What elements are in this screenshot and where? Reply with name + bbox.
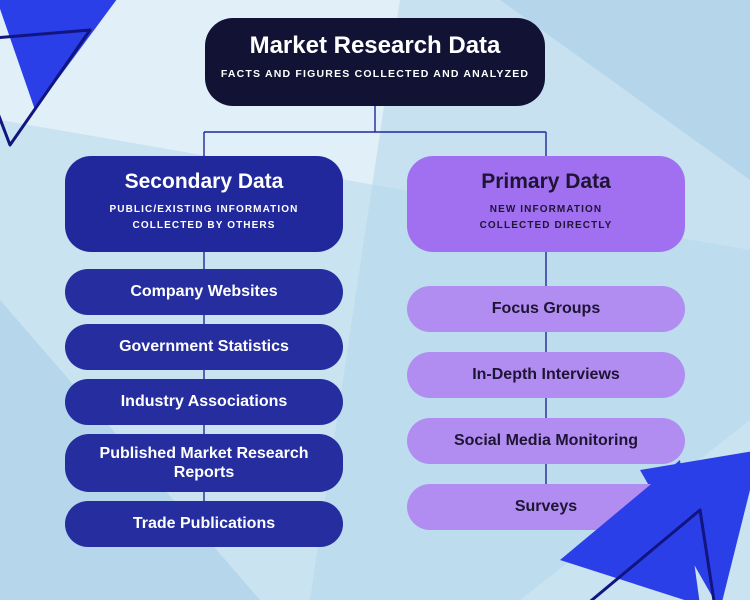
decorative-triangles-front <box>0 0 750 600</box>
